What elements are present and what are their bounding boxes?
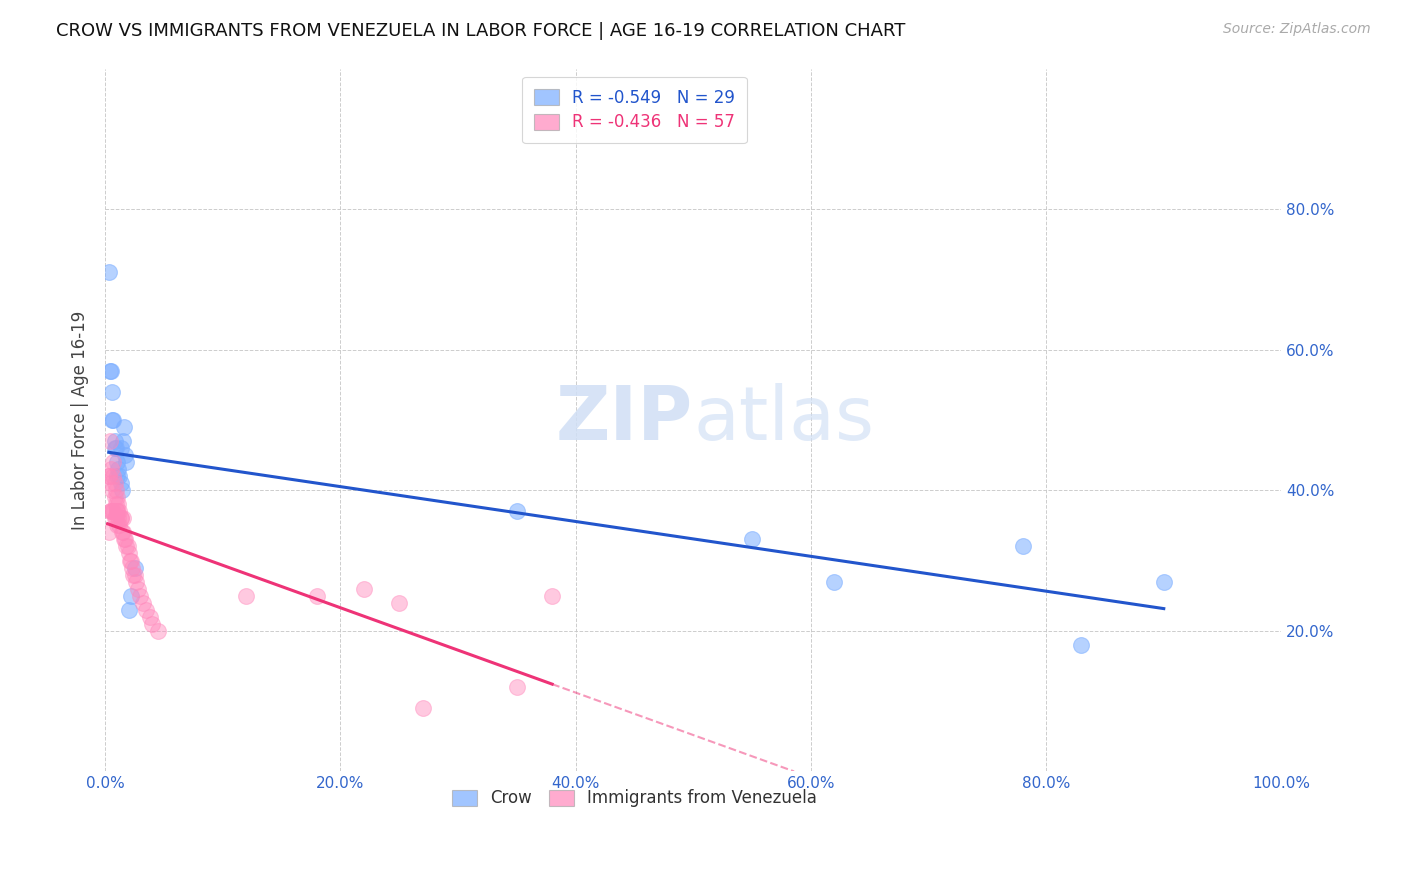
Point: [107, 497, 129, 511]
Point: [120, 553, 142, 567]
Point: [120, 589, 142, 603]
Point: [132, 596, 155, 610]
Point: [112, 420, 135, 434]
Point: [110, 476, 132, 491]
Point: [146, 624, 169, 638]
Point: [104, 434, 127, 448]
Point: [104, 441, 127, 455]
Point: [103, 504, 125, 518]
Point: [105, 469, 128, 483]
Point: [104, 490, 127, 504]
Point: [104, 497, 127, 511]
Point: [98, 504, 121, 518]
Point: [541, 589, 564, 603]
Text: atlas: atlas: [693, 384, 875, 457]
Point: [101, 384, 124, 399]
Point: [97, 469, 120, 483]
Point: [129, 589, 152, 603]
Point: [104, 476, 127, 491]
Point: [98, 364, 121, 378]
Point: [110, 441, 132, 455]
Point: [114, 533, 136, 547]
Point: [103, 413, 125, 427]
Point: [741, 533, 763, 547]
Point: [412, 701, 434, 715]
Point: [98, 434, 121, 448]
Point: [118, 603, 141, 617]
Point: [110, 511, 132, 525]
Point: [104, 511, 127, 525]
Point: [105, 504, 128, 518]
Point: [111, 525, 134, 540]
Point: [122, 567, 145, 582]
Point: [135, 603, 157, 617]
Point: [105, 455, 128, 469]
Point: [110, 511, 132, 525]
Point: [108, 469, 131, 483]
Point: [104, 441, 127, 455]
Point: [101, 483, 124, 498]
Point: [139, 609, 162, 624]
Point: [100, 462, 122, 476]
Point: [1153, 574, 1175, 589]
Point: [112, 533, 135, 547]
Point: [105, 490, 128, 504]
Point: [124, 567, 146, 582]
Text: CROW VS IMMIGRANTS FROM VENEZUELA IN LABOR FORCE | AGE 16-19 CORRELATION CHART: CROW VS IMMIGRANTS FROM VENEZUELA IN LAB…: [56, 22, 905, 40]
Point: [506, 504, 529, 518]
Point: [118, 547, 141, 561]
Point: [111, 525, 134, 540]
Point: [305, 589, 328, 603]
Text: ZIP: ZIP: [555, 384, 693, 457]
Point: [235, 589, 257, 603]
Point: [117, 540, 139, 554]
Point: [101, 504, 124, 518]
Point: [97, 265, 120, 279]
Legend: Crow, Immigrants from Venezuela: Crow, Immigrants from Venezuela: [444, 781, 825, 816]
Point: [114, 448, 136, 462]
Point: [141, 616, 163, 631]
Point: [100, 364, 122, 378]
Point: [97, 525, 120, 540]
Point: [353, 582, 375, 596]
Point: [115, 455, 138, 469]
Y-axis label: In Labor Force | Age 16-19: In Labor Force | Age 16-19: [72, 310, 89, 530]
Point: [100, 504, 122, 518]
Point: [105, 518, 128, 533]
Point: [388, 596, 411, 610]
Point: [1070, 638, 1092, 652]
Point: [101, 413, 124, 427]
Point: [111, 483, 134, 498]
Point: [125, 574, 148, 589]
Point: [124, 560, 146, 574]
Point: [127, 582, 149, 596]
Text: Source: ZipAtlas.com: Source: ZipAtlas.com: [1223, 22, 1371, 37]
Point: [111, 434, 134, 448]
Point: [115, 540, 138, 554]
Point: [104, 511, 127, 525]
Point: [107, 462, 129, 476]
Point: [111, 511, 134, 525]
Point: [506, 680, 529, 694]
Point: [118, 553, 141, 567]
Point: [105, 504, 128, 518]
Point: [103, 455, 125, 469]
Point: [103, 469, 125, 483]
Point: [97, 469, 120, 483]
Point: [121, 560, 143, 574]
Point: [1011, 540, 1033, 554]
Point: [104, 483, 127, 498]
Point: [100, 476, 122, 491]
Point: [108, 504, 131, 518]
Point: [108, 518, 131, 533]
Point: [823, 574, 845, 589]
Point: [107, 511, 129, 525]
